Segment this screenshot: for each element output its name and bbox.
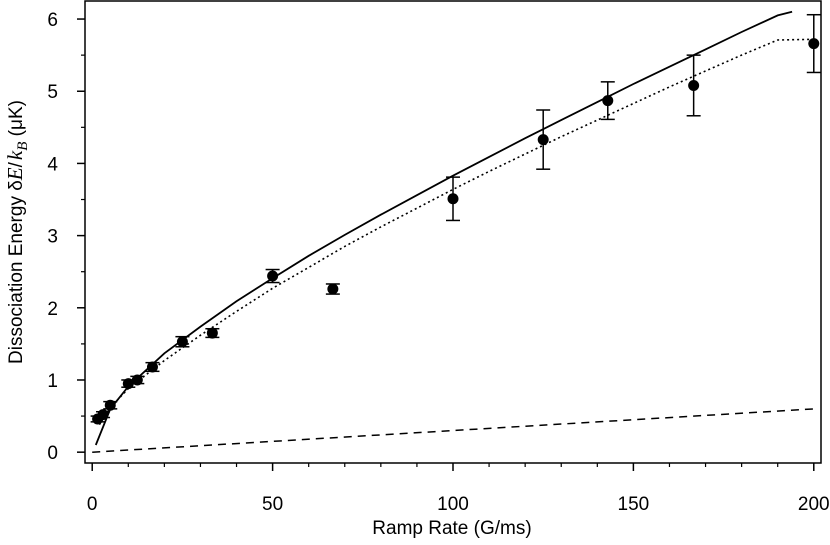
data-point: [206, 327, 218, 339]
data-point: [131, 374, 143, 386]
y-axis-title: Dissociation Energy δE/kB (μK): [3, 100, 31, 364]
x-tick-label: 200: [798, 494, 830, 515]
x-axis: 0 50 100 150 200: [87, 463, 830, 515]
y-tick-label: 1: [47, 371, 58, 392]
data-point: [327, 283, 339, 295]
data-point: [104, 399, 116, 411]
y-tick-label: 2: [47, 299, 58, 320]
data-point: [267, 270, 279, 282]
data-point: [122, 378, 134, 390]
data-point: [176, 336, 188, 348]
series-line-solid-theory: [94, 10, 793, 446]
data-point: [688, 79, 700, 91]
data-points: [90, 13, 821, 425]
data-point: [146, 361, 158, 373]
x-tick-label: 0: [87, 494, 98, 515]
plot-frame: [84, 0, 822, 464]
series-line-dashed-line: [92, 408, 814, 453]
y-tick-label: 5: [47, 82, 58, 103]
data-point: [602, 95, 614, 107]
y-tick-label: 0: [47, 443, 58, 464]
data-point: [97, 409, 109, 421]
series-lines: [92, 10, 814, 453]
y-axis: 0 1 2 3 4 5 6: [47, 10, 85, 464]
data-point: [447, 193, 459, 205]
x-tick-label: 100: [437, 494, 469, 515]
y-tick-label: 6: [47, 10, 58, 31]
x-tick-label: 50: [262, 494, 283, 515]
data-point: [808, 38, 820, 50]
x-axis-title: Ramp Rate (G/ms): [372, 518, 531, 539]
data-point: [537, 134, 549, 146]
y-tick-label: 4: [47, 154, 58, 175]
y-tick-label: 3: [47, 227, 58, 248]
x-tick-label: 150: [618, 494, 650, 515]
series-line-dotted-fit: [98, 38, 814, 426]
